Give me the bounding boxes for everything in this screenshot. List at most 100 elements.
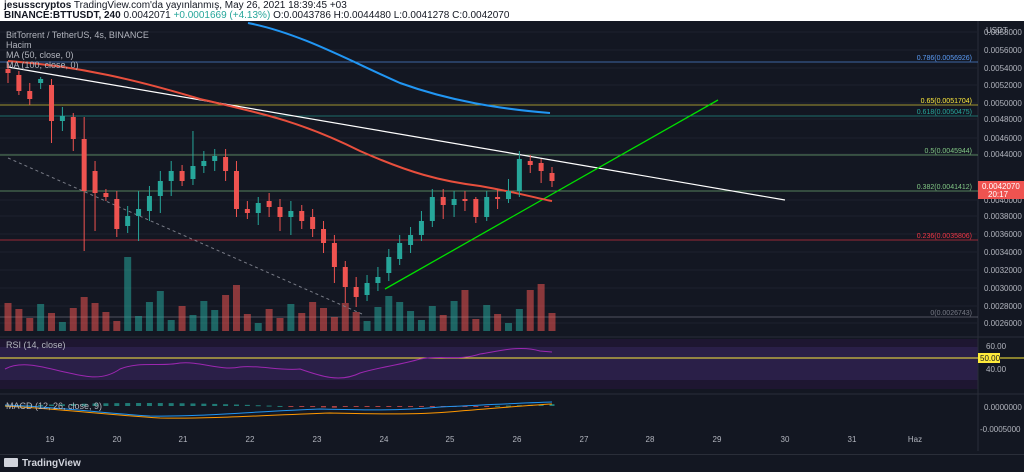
candle-body[interactable]: [16, 75, 22, 91]
candle-body[interactable]: [549, 173, 555, 181]
candle-body[interactable]: [397, 243, 403, 259]
macd-hist-bar: [38, 404, 44, 406]
candle-body[interactable]: [92, 171, 98, 193]
candle-body[interactable]: [331, 243, 337, 267]
macd-hist-bar: [233, 404, 239, 406]
legend-rsi[interactable]: RSI (14, close): [6, 340, 66, 350]
candle-body[interactable]: [212, 156, 218, 161]
date-tick: 22: [246, 435, 255, 444]
legend-macd[interactable]: MACD (12, 26, close, 9): [6, 401, 103, 411]
candle-body[interactable]: [190, 166, 196, 179]
macd-hist-bar: [375, 406, 381, 407]
legend-volume[interactable]: Hacim: [6, 40, 32, 50]
candle-body[interactable]: [49, 85, 55, 121]
ohlc-values: O:0.0043786 H:0.0044480 L:0.0041278 C:0.…: [273, 10, 510, 21]
legend-title[interactable]: BitTorrent / TetherUS, 4s, BINANCE: [6, 30, 149, 40]
legend-ma50[interactable]: MA (50, close, 0): [6, 50, 74, 60]
volume-bar: [145, 302, 153, 331]
candle-body[interactable]: [310, 217, 316, 229]
candle-body[interactable]: [146, 196, 152, 211]
candle-body[interactable]: [473, 199, 479, 217]
ma100-line[interactable]: [247, 22, 551, 114]
volume-bar: [232, 285, 240, 331]
tradingview-logo-icon: [4, 458, 18, 467]
candle-body[interactable]: [255, 203, 261, 213]
candle-body[interactable]: [157, 181, 163, 196]
candle-body[interactable]: [201, 161, 207, 166]
candle-body[interactable]: [408, 235, 414, 245]
date-tick: 19: [46, 435, 55, 444]
candle-body[interactable]: [418, 221, 424, 235]
candle-body[interactable]: [516, 159, 522, 191]
rsi-line[interactable]: [4, 348, 553, 379]
candle-body[interactable]: [59, 116, 65, 121]
chart-area[interactable]: 0.786(0.0056926) 0.65(0.0051704) 0.618(0.0…: [0, 21, 1024, 458]
candle-body[interactable]: [70, 117, 76, 139]
candle-body[interactable]: [538, 163, 544, 171]
candle-body[interactable]: [375, 277, 381, 283]
candle-body[interactable]: [484, 197, 490, 217]
volume-bar: [102, 312, 110, 331]
candle-body[interactable]: [505, 191, 511, 199]
candle-body[interactable]: [114, 199, 120, 229]
candle-body[interactable]: [277, 207, 283, 217]
candle-body[interactable]: [38, 79, 44, 83]
candle-body[interactable]: [429, 197, 435, 221]
candle-body[interactable]: [168, 171, 174, 181]
candle-body[interactable]: [527, 161, 533, 165]
candle-body[interactable]: [136, 209, 142, 216]
price-tick: 0.0044000: [984, 150, 1022, 159]
fib-label: 0.382(0.0041412): [917, 184, 972, 191]
candle-body[interactable]: [288, 211, 294, 217]
chart-canvas[interactable]: 0.786(0.0056926) 0.65(0.0051704) 0.618(0.0…: [0, 21, 1024, 458]
candle-body[interactable]: [495, 197, 501, 199]
candle-body[interactable]: [125, 216, 131, 226]
volume-bar: [91, 303, 99, 331]
date-tick: 21: [179, 435, 188, 444]
macd-hist-bar: [549, 404, 555, 406]
macd-hist-bar: [92, 403, 98, 406]
candle-body[interactable]: [299, 211, 305, 221]
author-name[interactable]: jesusscryptos: [4, 0, 72, 11]
candle-body[interactable]: [223, 157, 229, 171]
volume-bar: [537, 284, 545, 331]
volume-bars: [4, 257, 556, 331]
candle-body[interactable]: [462, 199, 468, 201]
candle-body[interactable]: [103, 193, 109, 197]
candle-body[interactable]: [342, 267, 348, 287]
candle-body[interactable]: [386, 257, 392, 273]
volume-bar: [265, 309, 273, 331]
volume-bar: [69, 308, 77, 331]
resistance-trendline[interactable]: [7, 66, 786, 201]
price-tick: 0.0056000: [984, 46, 1022, 55]
candle-body[interactable]: [451, 199, 457, 205]
dashed-trendline[interactable]: [7, 157, 363, 315]
candle-body[interactable]: [5, 69, 11, 73]
ma50-line[interactable]: [7, 60, 553, 202]
candle-body[interactable]: [81, 139, 87, 191]
legend-ma100[interactable]: MA (100, close, 0): [6, 60, 79, 70]
candle-body[interactable]: [179, 171, 185, 181]
volume-bar: [211, 310, 219, 331]
candle-body[interactable]: [364, 283, 370, 295]
candle-body[interactable]: [233, 171, 239, 209]
candle-body[interactable]: [440, 197, 446, 205]
macd-hist-bar: [299, 406, 305, 407]
candle-body[interactable]: [244, 209, 250, 213]
macd-line[interactable]: [4, 401, 553, 417]
volume-bar: [287, 304, 295, 331]
candle-body[interactable]: [353, 287, 359, 297]
macd-tick-neg: -0.0005000: [980, 425, 1021, 434]
support-trendline[interactable]: [384, 99, 719, 290]
tradingview-logo[interactable]: TradingView: [4, 458, 81, 469]
candle-body[interactable]: [321, 229, 327, 243]
volume-bar: [363, 321, 371, 331]
macd-hist-bar: [212, 403, 218, 406]
candle-body[interactable]: [27, 91, 33, 99]
candle-body[interactable]: [266, 201, 272, 207]
volume-bar: [156, 291, 164, 331]
date-tick: 27: [580, 435, 589, 444]
macd-hist-bar: [418, 406, 424, 407]
macd-signal-line[interactable]: [4, 403, 553, 419]
date-tick: 31: [848, 435, 857, 444]
